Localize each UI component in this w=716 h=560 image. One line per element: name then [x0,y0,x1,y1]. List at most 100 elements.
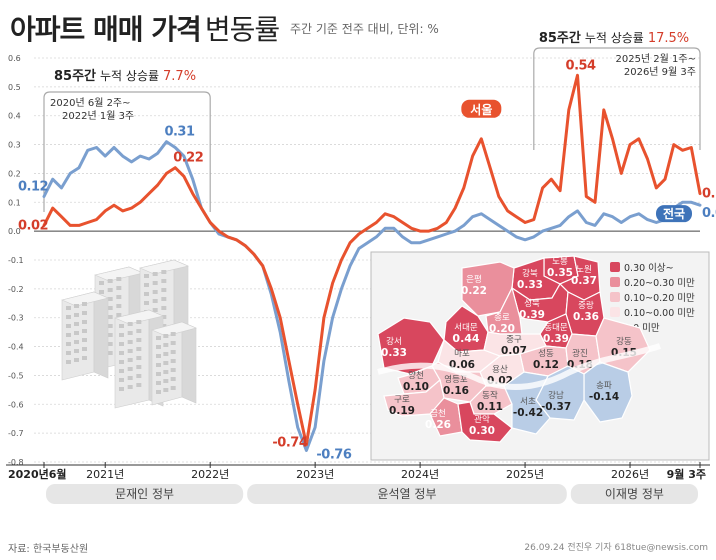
district-value: 0.26 [425,419,451,431]
district-name: 양천 [408,370,424,381]
map-district: 종로0.20 [485,286,523,335]
district-name: 동대문 [544,323,568,333]
data-label: 0.09 [702,206,716,221]
x-tick-label: 9월 3주 [667,467,706,481]
y-tick-label: 0.1 [8,198,21,207]
y-tick-label: 0.6 [8,54,21,63]
map-district: 송파-0.14 [583,361,633,423]
map-legend-item: 0.30 이상~ [610,262,674,274]
legend-label: 0.20~0.30 미만 [624,278,695,289]
district-value: 0.16 [443,385,469,397]
y-tick-label: -0.8 [8,458,24,467]
series-badge: 서울 [461,99,502,118]
district-value: 0.20 [489,323,515,335]
period-box: 85주간 누적 상승률 17.5% 2025년 2월 1주~2026년 9월 3주 [533,30,701,150]
y-tick-label: 0.4 [8,112,21,121]
period-bracket [43,91,211,212]
district-name: 강북 [522,268,538,279]
district-value: 0.33 [381,347,407,359]
band-bg [570,484,698,504]
legend-label: 0.0 미만 [624,323,660,334]
data-label: 0.12 [18,180,48,195]
government-band: 문재인 정부 [46,484,244,504]
title-light: 변동률 [204,13,280,46]
y-tick-label: -0.2 [8,285,24,294]
district-name: 강남 [548,390,564,401]
district-name: 강서 [386,336,402,347]
y-tick-label: 0.0 [8,227,21,236]
district-shape [457,401,513,443]
period-label: 누적 상승률 [585,31,644,45]
data-label: -0.74 [272,436,307,451]
credit-note: 26.09.24 전진우 기자 618tue@newsis.com [524,543,708,553]
district-name: 영등포 [444,374,468,385]
government-bands: 문재인 정부 윤석열 정부 이재명 정부 [46,484,698,504]
building-icon [61,291,109,381]
district-value: -0.42 [513,407,543,419]
district-value: 0.10 [403,381,429,393]
badge-bg [656,205,692,223]
district-value: 0.39 [543,333,569,345]
district-name: 노원 [576,265,592,275]
district-value: 0.12 [533,359,559,371]
district-name: 금천 [430,408,446,419]
period-boxes: 85주간 누적 상승률 7.7%2020년 6월 2주~2022년 1월 3주85주… [43,30,701,212]
period-value: 17.5% [648,31,689,46]
district-name: 은평 [466,274,482,285]
legend-label: 0.10~0.00 미만 [624,308,695,319]
district-name: 광진 [572,348,588,359]
legend-label: 0.30 이상~ [624,263,674,274]
badge-text: 서울 [470,102,492,117]
series-lines [42,73,702,452]
legend-swatch [610,292,620,302]
district-name: 서초 [520,397,536,407]
y-tick-label: 0.3 [8,141,21,150]
y-tick-label: -0.3 [8,314,24,323]
legend-swatch [610,262,620,272]
legend-swatch [610,307,620,317]
badge-bg [461,99,502,118]
map-district: 은평0.22 [461,261,515,317]
district-value: 0.30 [469,425,495,437]
y-tick-label: -0.7 [8,429,24,438]
x-tick-label: 2020년6월 [8,467,67,481]
district-name: 성북 [524,299,540,309]
x-tick-label: 2026년 [611,468,649,481]
band-label: 윤석열 정부 [377,487,436,501]
district-value: 0.39 [519,309,545,321]
district-name: 관악 [474,414,490,425]
district-name: 성동 [538,349,554,359]
district-value: 0.11 [477,401,503,413]
district-value: -0.14 [589,391,619,403]
period-range-end: 2026년 9월 3주 [624,66,696,78]
period-range-start: 2025년 2월 1주~ [615,53,696,65]
band-bg [46,484,244,504]
page-subtitle: 주간 기준 전주 대비, 단위: % [290,22,439,36]
data-label: 0.22 [173,151,203,166]
district-name: 동작 [482,390,498,401]
district-value: 0.33 [517,279,543,291]
source-note: 자료: 한국부동산원 [8,544,89,555]
seoul-district-map: 0.30 이상~ 0.20~0.30 미만 0.10~0.20 미만 0.10~0.0… [370,251,710,461]
period-weeks: 85주간 [54,68,96,84]
series-badge: 전국 [656,205,692,223]
y-tick-label: -0.1 [8,256,24,265]
data-label: 0.02 [18,218,48,233]
district-value: 0.19 [389,405,415,417]
data-label: 0.13 [702,187,716,202]
map-legend-item: 0.10~0.20 미만 [610,292,695,304]
x-tick-label: 2021년 [86,468,124,481]
district-name: 구로 [394,395,410,405]
government-band: 윤석열 정부 [247,484,567,504]
data-label: 0.31 [164,125,195,140]
map-district: 금천0.26 [425,397,463,437]
map-district: 노원0.37 [558,255,601,301]
district-name: 중구 [506,335,522,345]
legend-swatch [610,277,620,287]
page-title: 아파트 매매 가격 변동률 [10,8,280,48]
legend-label: 0.10~0.20 미만 [624,293,695,304]
x-axis: 2020년6월 2021년 2022년 2023년 2024년 2025년 2026년 9월 … [6,462,710,481]
apartment-illustration [61,259,197,409]
